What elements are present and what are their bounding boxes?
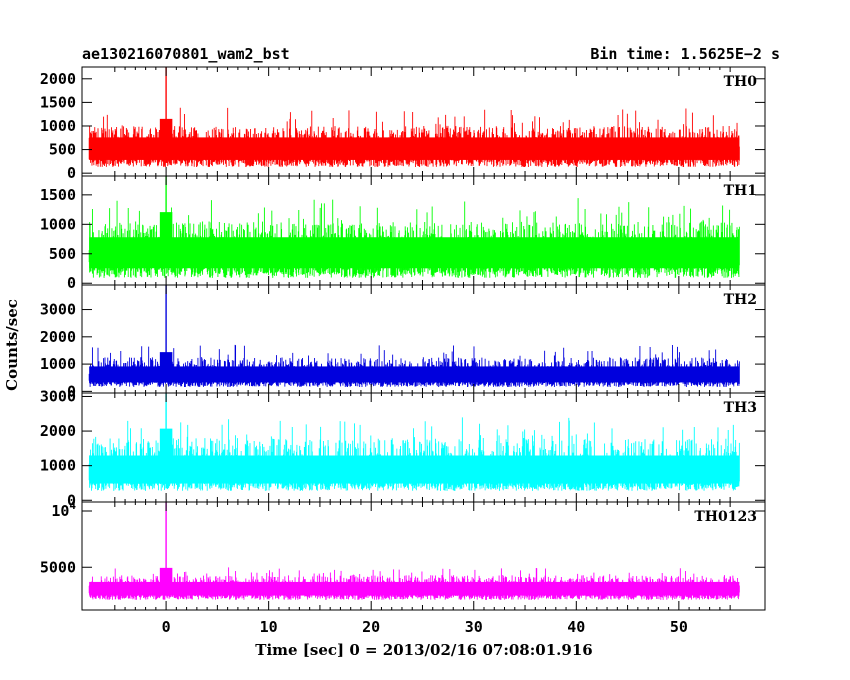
y-tick-label: 2000 xyxy=(40,328,76,346)
y-tick-label: 1000 xyxy=(40,355,76,373)
y-tick-label: 104 xyxy=(51,499,76,520)
y-axis-label: Counts/sec xyxy=(3,299,21,391)
panel-th0123: 5000 104 TH0123 xyxy=(40,499,766,611)
x-tick-label: 0 xyxy=(162,618,171,636)
x-tick-label: 10 xyxy=(260,618,278,636)
panel-th1: 0 500 1000 1500 TH1 xyxy=(40,175,766,292)
x-tick-label: 30 xyxy=(465,618,483,636)
series-band-th0 xyxy=(89,137,740,160)
series-band-th3 xyxy=(89,455,740,484)
y-tick-label: 0 xyxy=(67,491,76,509)
panel-th3: 0 1000 2000 3000 TH3 xyxy=(40,387,766,509)
y-tick-label: 5000 xyxy=(40,558,76,576)
panel-th2: 0 1000 2000 3000 TH2 xyxy=(40,284,766,400)
series-band-th1 xyxy=(89,237,740,269)
y-tick-label: 3000 xyxy=(40,301,76,319)
y-tick-label: 0 xyxy=(67,382,76,400)
bin-time-label: Bin time: 1.5625E−2 s xyxy=(590,45,780,63)
y-tick-label: 0 xyxy=(67,164,76,182)
y-tick-label: 1000 xyxy=(40,215,76,233)
x-tick-label: 50 xyxy=(670,618,688,636)
panels: 0 500 1000 1500 2000 TH0 0 500 1000 1500 TH1 0 1000 2… xyxy=(40,66,766,611)
y-tick-label: 1500 xyxy=(40,93,76,111)
y-tick-label: 2000 xyxy=(40,422,76,440)
y-tick-label: 500 xyxy=(49,245,76,263)
channel-label-th0123: TH0123 xyxy=(694,509,757,525)
y-tick-label: 2000 xyxy=(40,70,76,88)
y-tick-label: 1000 xyxy=(40,117,76,135)
channel-label-th0: TH0 xyxy=(724,74,758,90)
x-tick-label: 40 xyxy=(567,618,585,636)
object-title: ae130216070801_wam2_bst xyxy=(82,45,290,63)
x-axis-label: Time [sec] 0 = 2013/02/16 07:08:01.916 xyxy=(255,641,592,659)
panel-th0: 0 500 1000 1500 2000 TH0 xyxy=(40,66,766,182)
y-tick-label: 0 xyxy=(67,274,76,292)
x-tick-label: 20 xyxy=(362,618,380,636)
panel-frame xyxy=(81,501,766,611)
channel-label-th1: TH1 xyxy=(724,183,757,199)
series-band-th0123 xyxy=(89,581,740,596)
series-band-th2 xyxy=(89,366,740,383)
channel-label-th3: TH3 xyxy=(724,400,757,416)
x-axis: 0 10 20 30 40 50 xyxy=(162,618,688,636)
y-tick-label: 500 xyxy=(49,141,76,159)
y-tick-label: 1500 xyxy=(40,186,76,204)
channel-label-th2: TH2 xyxy=(724,292,757,308)
y-tick-label: 1000 xyxy=(40,457,76,475)
y-tick-label: 3000 xyxy=(40,387,76,405)
